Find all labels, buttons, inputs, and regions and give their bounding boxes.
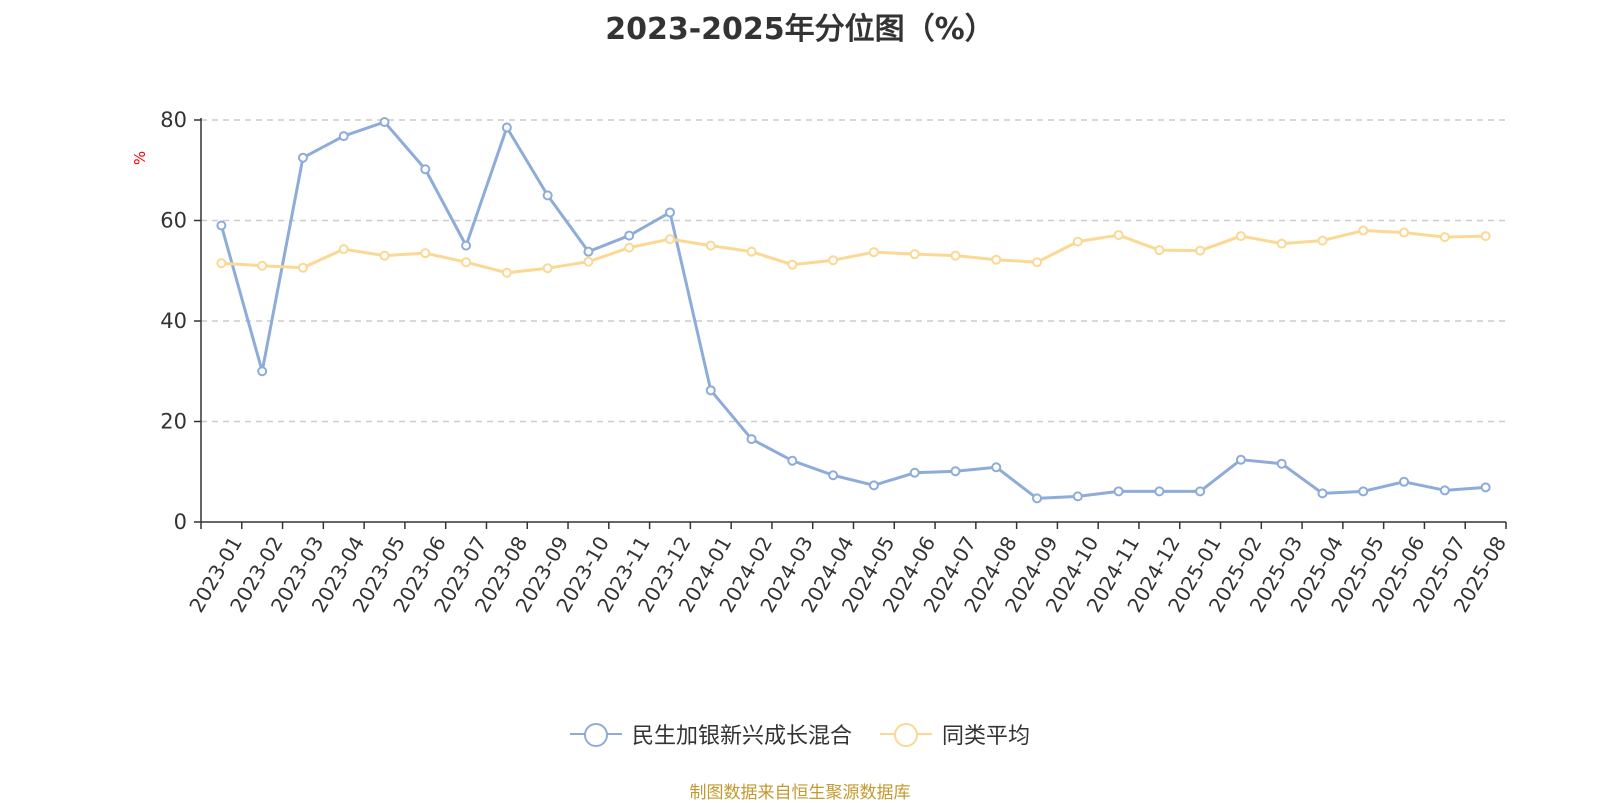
data-point xyxy=(868,247,879,258)
data-point xyxy=(1399,476,1410,487)
y-tick-label: 20 xyxy=(160,410,187,434)
data-point xyxy=(542,190,553,201)
data-point xyxy=(909,467,920,478)
data-point xyxy=(1154,486,1165,497)
data-point xyxy=(787,455,798,466)
data-point xyxy=(501,122,512,133)
series-1 xyxy=(216,117,1491,504)
data-point xyxy=(1439,232,1450,243)
data-point xyxy=(1317,235,1328,246)
data-point xyxy=(1399,227,1410,238)
chart-legend: 民生加银新兴成长混合 同类平均 xyxy=(0,718,1600,750)
y-tick-label: 40 xyxy=(160,309,187,333)
data-point xyxy=(950,250,961,261)
series-line xyxy=(219,120,1486,500)
data-point xyxy=(297,262,308,273)
legend-marker-icon xyxy=(880,723,932,747)
y-axis-unit-label: % xyxy=(131,151,149,165)
y-tick-label: 80 xyxy=(160,108,187,132)
y-tick-label: 0 xyxy=(174,510,187,534)
data-point xyxy=(1154,245,1165,256)
data-source-note: 制图数据来自恒生聚源数据库 xyxy=(689,783,911,803)
legend-label: 民生加银新兴成长混合 xyxy=(631,724,852,749)
data-point xyxy=(624,242,635,253)
data-point xyxy=(828,255,839,266)
data-point xyxy=(1235,231,1246,242)
data-point xyxy=(461,257,472,268)
data-point xyxy=(379,250,390,261)
data-point xyxy=(1276,238,1287,249)
data-point xyxy=(420,248,431,259)
y-tick-label: 60 xyxy=(160,209,187,233)
data-point xyxy=(1480,482,1491,493)
data-point xyxy=(705,240,716,251)
data-point xyxy=(257,260,268,271)
data-point xyxy=(1113,486,1124,497)
data-point xyxy=(664,207,675,218)
data-point xyxy=(950,466,961,477)
legend-label: 同类平均 xyxy=(942,724,1031,749)
data-point xyxy=(1032,493,1043,504)
data-point xyxy=(583,256,594,267)
data-point xyxy=(1276,458,1287,469)
data-point xyxy=(1235,454,1246,465)
data-point xyxy=(624,230,635,241)
data-point xyxy=(1195,486,1206,497)
data-point xyxy=(1032,257,1043,268)
data-point xyxy=(705,385,716,396)
line-chart: 020406080%2023-012023-022023-032023-0420… xyxy=(131,108,1511,616)
data-point xyxy=(909,249,920,260)
data-point xyxy=(338,131,349,142)
data-point xyxy=(746,246,757,257)
data-point xyxy=(583,246,594,257)
data-point xyxy=(501,267,512,278)
data-point xyxy=(1072,491,1083,502)
data-point xyxy=(787,259,798,270)
data-point xyxy=(297,152,308,163)
data-point xyxy=(461,240,472,251)
data-point xyxy=(991,254,1002,265)
legend-item-series-1[interactable]: 民生加银新兴成长混合 xyxy=(569,718,852,750)
data-point xyxy=(420,164,431,175)
data-point xyxy=(868,480,879,491)
data-point xyxy=(1195,245,1206,256)
data-point xyxy=(1358,225,1369,236)
data-point xyxy=(542,263,553,274)
data-point xyxy=(1480,231,1491,242)
data-point xyxy=(216,258,227,269)
data-point xyxy=(1358,486,1369,497)
data-point xyxy=(1439,485,1450,496)
data-point xyxy=(1113,230,1124,241)
data-point xyxy=(746,434,757,445)
data-point xyxy=(216,220,227,231)
data-point xyxy=(1072,236,1083,247)
series-line xyxy=(221,229,1486,275)
data-point xyxy=(379,117,390,128)
data-point xyxy=(828,470,839,481)
data-point xyxy=(991,462,1002,473)
legend-item-series-2[interactable]: 同类平均 xyxy=(880,718,1030,750)
chart-title: 2023-2025年分位图（%） xyxy=(605,12,995,47)
series-2 xyxy=(216,225,1491,278)
legend-marker-icon xyxy=(569,723,622,747)
data-point xyxy=(338,244,349,255)
data-point xyxy=(257,366,268,377)
data-point xyxy=(664,234,675,245)
data-point xyxy=(1317,488,1328,499)
